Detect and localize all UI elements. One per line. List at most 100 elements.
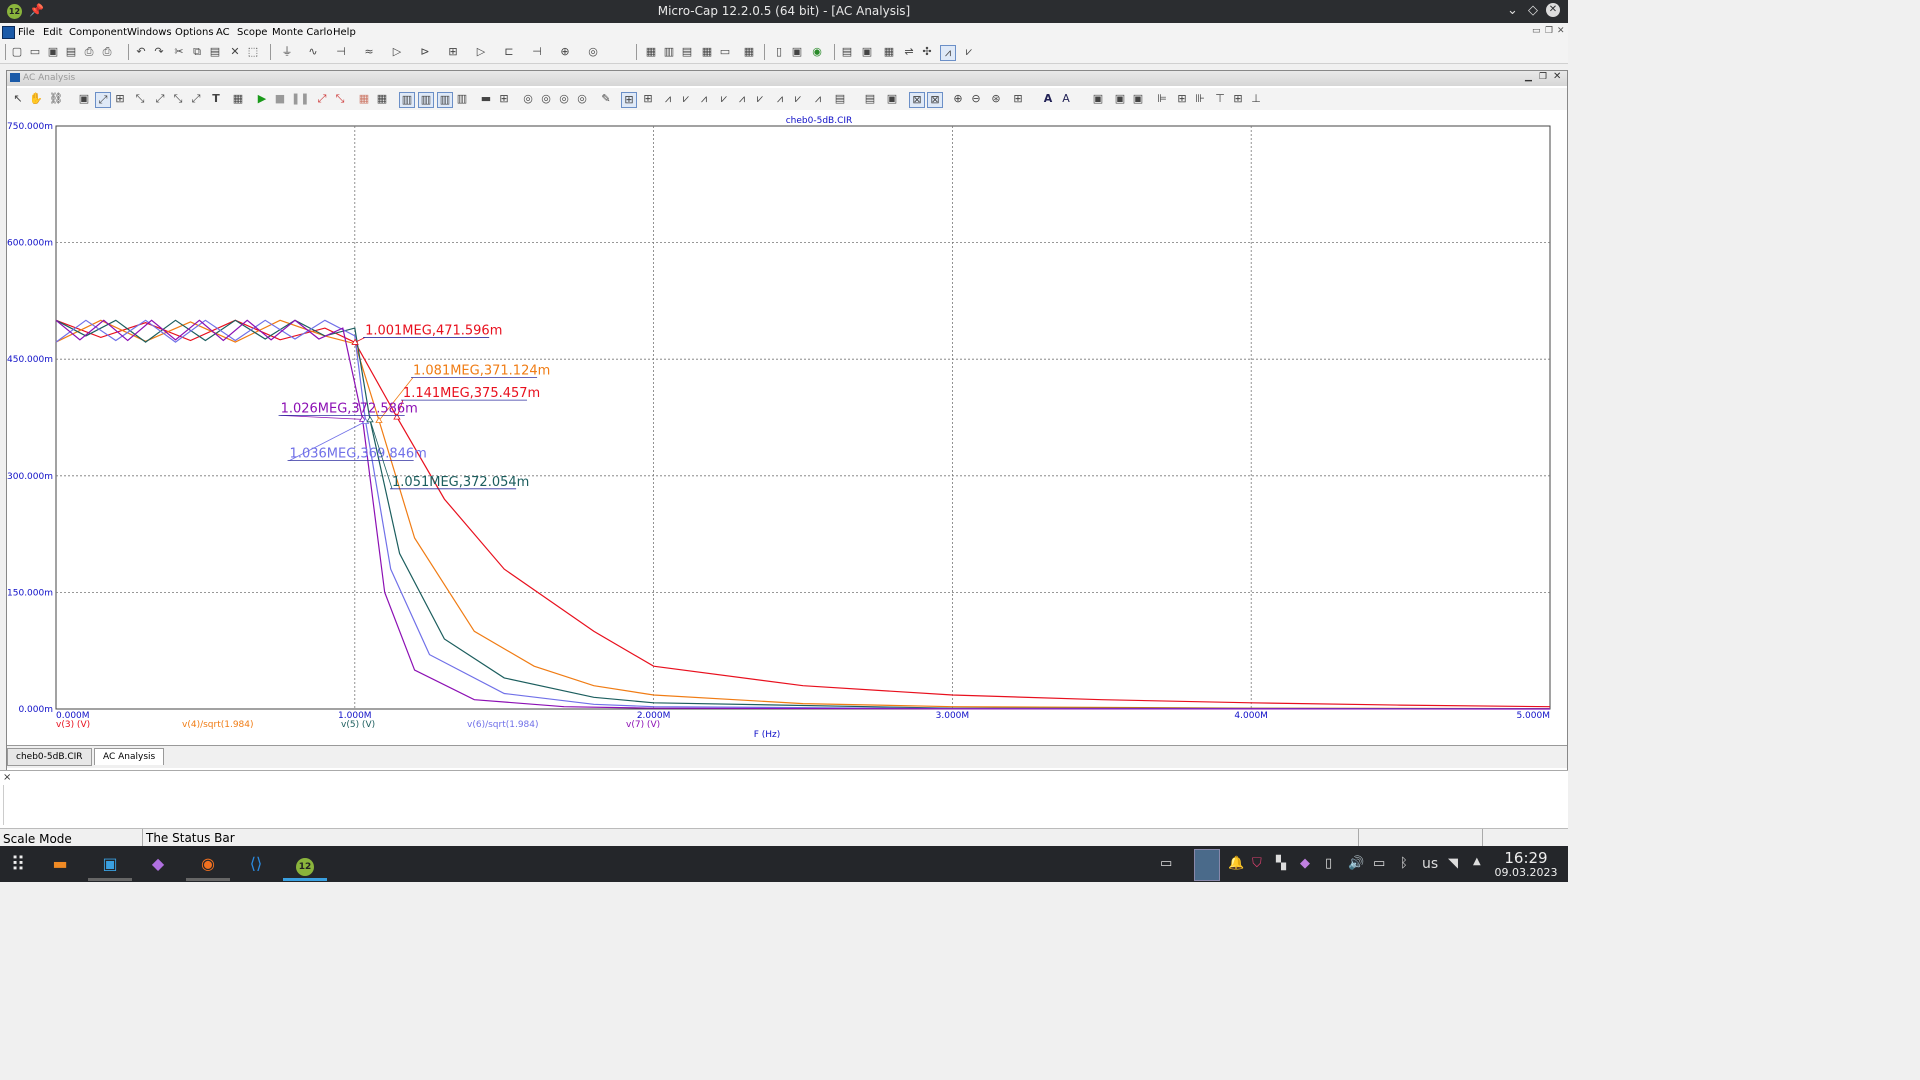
align-top-icon[interactable]: ⊤	[1215, 92, 1225, 105]
menu-monte-carlo[interactable]: Monte Carlo	[272, 27, 333, 38]
print-preview-icon[interactable]: ⎙	[84, 45, 94, 58]
same-y-scales-icon[interactable]: ⊞	[499, 92, 509, 105]
clock-time[interactable]: 16:29	[1504, 849, 1548, 867]
text-tool-icon[interactable]: T	[212, 92, 220, 105]
zoom-target-icon[interactable]: ◎	[559, 92, 569, 105]
ac-analysis-plot[interactable]: 750.000m 600.000m 450.000m 300.000m 150.000m…	[7, 111, 1567, 745]
security-icon[interactable]: ⛉	[1252, 856, 1262, 871]
microcap-taskbar-icon[interactable]: 12	[291, 850, 319, 878]
pan-mode-icon[interactable]: ✋	[29, 92, 43, 105]
store-icon[interactable]: ◆	[151, 854, 165, 873]
zoom-region2-icon[interactable]: ⊛	[991, 92, 1001, 105]
battery-icon[interactable]: ⊞	[448, 45, 458, 58]
thumbnail-icon[interactable]: ▣	[886, 92, 898, 105]
keep-above-icon[interactable]: ◇	[1528, 3, 1538, 18]
close-icon[interactable]: ✕	[1546, 3, 1560, 17]
pause-icon[interactable]: ❚❚	[291, 92, 310, 105]
resistor-icon[interactable]: ∿	[308, 45, 318, 58]
grid-icon[interactable]: ▦	[358, 92, 370, 105]
minor-grid-icon[interactable]: ▦	[376, 92, 388, 105]
inductor-icon[interactable]: ≈	[364, 45, 374, 58]
library-icon[interactable]: ▣	[791, 45, 803, 58]
inflection-icon[interactable]: ⩘	[700, 92, 708, 105]
battery-icon[interactable]: ▭	[1373, 856, 1386, 871]
align-left-icon[interactable]: ⊫	[1157, 92, 1167, 105]
globe-icon[interactable]: ◉	[812, 45, 822, 58]
select-mode-icon[interactable]: ↖	[13, 92, 23, 105]
horizontal-tag-icon[interactable]: ⤢	[155, 92, 165, 105]
auto-scale-icon[interactable]: ⤢	[317, 92, 327, 105]
properties-icon[interactable]: ▦	[883, 45, 895, 58]
ground-icon[interactable]: ⏚	[281, 45, 293, 58]
open-file-icon[interactable]: ▭	[29, 45, 41, 58]
copy-plot-icon[interactable]: ▤	[834, 92, 846, 105]
horizontal-axis-icon[interactable]: ▥	[456, 92, 468, 105]
align-center-icon[interactable]: ⊞	[1177, 92, 1187, 105]
align-middle-icon[interactable]: ⊞	[1233, 92, 1243, 105]
save-icon[interactable]: ▣	[47, 45, 59, 58]
high-icon[interactable]: ⩘	[664, 92, 672, 105]
global-high-icon[interactable]: ⩗	[720, 92, 728, 105]
animate-icon[interactable]: ✎	[601, 92, 611, 105]
wifi-icon[interactable]: ◥	[1448, 856, 1458, 871]
output-close-icon[interactable]: ×	[3, 772, 12, 783]
clock-date[interactable]: 09.03.2023	[1494, 866, 1558, 879]
mdi-minimize-icon[interactable]: ▭	[1532, 26, 1541, 36]
menu-edit[interactable]: Edit	[43, 27, 63, 38]
transistor-icon[interactable]: ⊳	[420, 45, 430, 58]
plot-icon[interactable]: ⩘	[940, 45, 956, 61]
analysis-icon[interactable]: ▤	[841, 45, 853, 58]
menu-options[interactable]: Options	[175, 27, 214, 38]
child-restore-icon[interactable]: ❐	[1539, 72, 1548, 82]
voltage-source-icon[interactable]: ⊕	[560, 45, 570, 58]
scale-mode-icon[interactable]: ⤢	[95, 92, 111, 108]
clipboard-manager-icon[interactable]: ▚	[1276, 856, 1286, 871]
child-close-icon[interactable]: ✕	[1553, 71, 1562, 82]
front-icon[interactable]: ▣	[1092, 92, 1104, 105]
file-manager-icon[interactable]: ▬	[52, 854, 68, 873]
font-size-icon[interactable]: A	[1062, 92, 1070, 105]
link-icon[interactable]: ⛓	[49, 92, 63, 105]
window-icon[interactable]: ▭	[719, 45, 731, 58]
diode-icon[interactable]: ▷	[392, 45, 402, 58]
menu-windows[interactable]: Windows	[127, 27, 172, 38]
stop-icon[interactable]: ■	[274, 92, 286, 105]
pager-icon[interactable]	[1194, 849, 1220, 881]
go-to-x-icon[interactable]: ⩘	[814, 92, 822, 105]
align-bottom-icon[interactable]: ⊥	[1251, 92, 1261, 105]
zoom-region-icon[interactable]: ◎	[523, 92, 533, 105]
capacitor-icon[interactable]: ⊣	[336, 45, 346, 58]
graphics-icon[interactable]: ▣	[78, 92, 90, 105]
notifications-icon[interactable]: 🔔	[1228, 856, 1245, 871]
tab-cheb0-5db-cir[interactable]: cheb0-5dB.CIR	[7, 748, 92, 766]
properties-tool-icon[interactable]: ▦	[232, 92, 244, 105]
text-panel-icon[interactable]: ▣	[861, 45, 873, 58]
vertical-tag-icon[interactable]: ⤡	[173, 92, 183, 105]
ruler-icon[interactable]: ▥	[418, 92, 434, 108]
current-source-icon[interactable]: ◎	[588, 45, 598, 58]
tray-expand-icon[interactable]: ▲	[1473, 856, 1481, 867]
top-icon[interactable]: ⩗	[756, 92, 764, 105]
menu-ac[interactable]: AC	[216, 27, 230, 38]
pin-icon[interactable]: 📌	[29, 3, 44, 17]
slope-icon[interactable]: ⩗	[794, 92, 802, 105]
save-all-icon[interactable]: ▤	[65, 45, 77, 58]
tile-vertical-icon[interactable]: ▥	[663, 45, 675, 58]
zoom-reset-icon[interactable]: ◎	[577, 92, 587, 105]
delete-icon[interactable]: ✕	[230, 45, 240, 58]
tools-icon[interactable]: ✣	[922, 45, 932, 58]
valley-icon[interactable]: ⊞	[643, 92, 653, 105]
menu-file[interactable]: File	[18, 27, 35, 38]
split-icon[interactable]: ▦	[701, 45, 713, 58]
peak-icon[interactable]: ⊞	[621, 92, 637, 108]
zoom-fit-icon[interactable]: ◎	[541, 92, 551, 105]
tokens-icon[interactable]: ▥	[399, 92, 415, 108]
child-minimize-icon[interactable]: ▁	[1525, 72, 1532, 82]
menu-component[interactable]: Component	[69, 27, 128, 38]
mdi-close-icon[interactable]: ✕	[1557, 26, 1565, 36]
print-icon[interactable]: ⎙	[102, 45, 112, 58]
menu-help[interactable]: Help	[333, 27, 356, 38]
mdi-document-icon[interactable]	[2, 26, 15, 39]
point-tag-icon[interactable]: ⤡	[135, 92, 145, 105]
menu-scope[interactable]: Scope	[237, 27, 268, 38]
